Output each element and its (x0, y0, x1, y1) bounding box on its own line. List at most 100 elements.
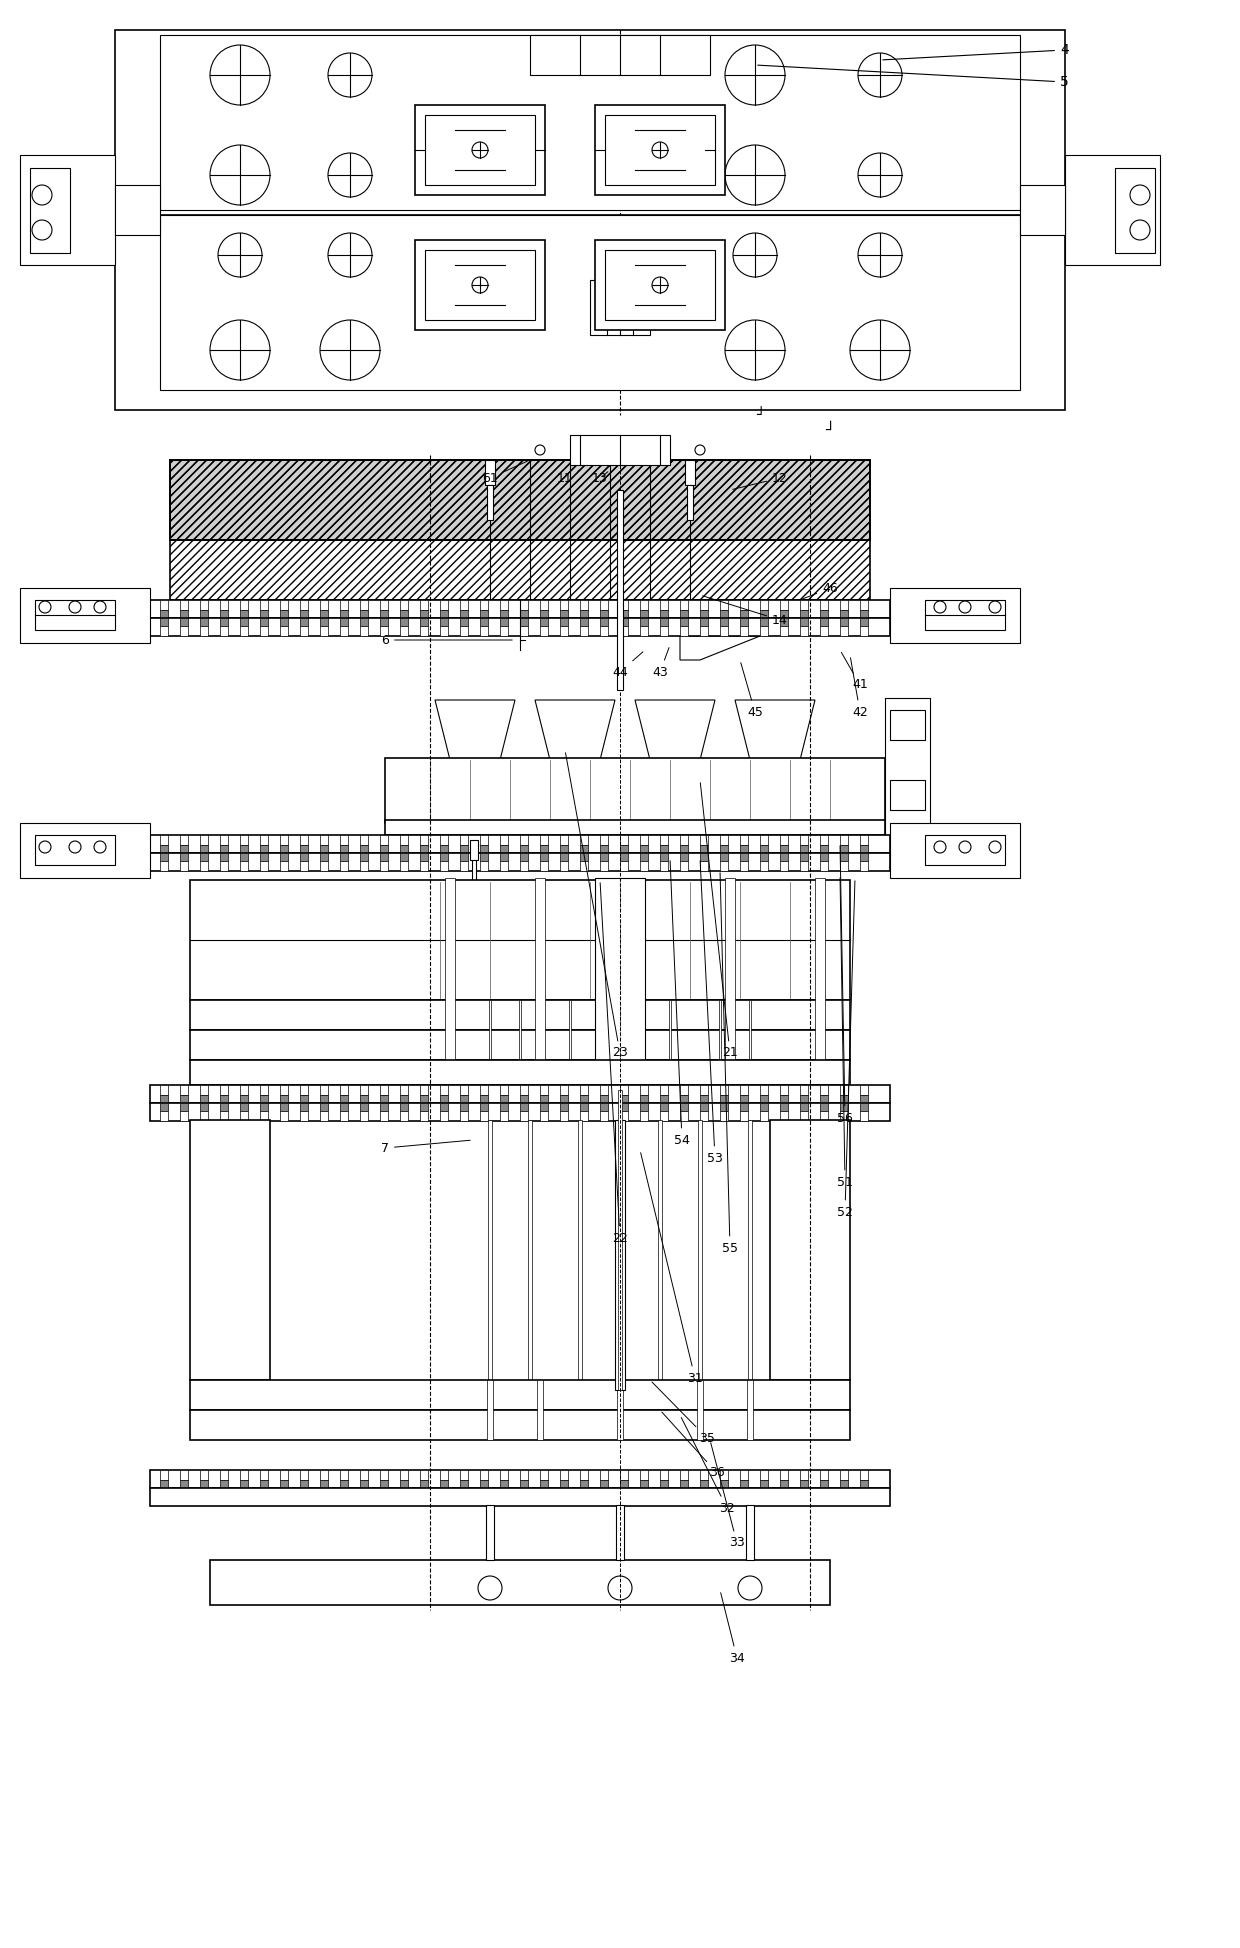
Bar (520, 1110, 528, 1120)
Bar (160, 610, 167, 618)
Bar (820, 625, 828, 635)
Bar (360, 861, 368, 871)
Bar (200, 861, 208, 871)
Bar (480, 625, 489, 635)
Bar (815, 879, 825, 1064)
Text: 42: 42 (851, 658, 868, 719)
Bar (820, 853, 828, 861)
Bar (260, 1110, 268, 1120)
Bar (570, 434, 670, 466)
Bar (701, 1095, 708, 1103)
Bar (720, 610, 728, 618)
Bar (219, 853, 228, 861)
Bar (800, 836, 808, 845)
Bar (280, 600, 288, 610)
Bar (440, 1110, 448, 1120)
Bar (580, 610, 588, 618)
Bar (219, 836, 228, 845)
Bar (740, 853, 748, 861)
Bar (800, 610, 808, 618)
Bar (539, 836, 548, 845)
Bar (150, 1103, 890, 1120)
Bar (600, 1110, 608, 1120)
Bar (820, 1110, 828, 1120)
Bar (300, 610, 308, 618)
Bar (780, 625, 787, 635)
Bar (720, 1480, 728, 1488)
Bar (360, 1085, 368, 1095)
Bar (170, 460, 870, 540)
Bar (280, 1095, 288, 1103)
Bar (260, 618, 268, 625)
Bar (620, 1480, 627, 1488)
Bar (780, 1471, 787, 1480)
Bar (150, 1085, 890, 1103)
Bar (340, 625, 348, 635)
Bar (384, 758, 885, 822)
Bar (170, 460, 870, 540)
Bar (500, 618, 508, 625)
Bar (560, 1085, 568, 1095)
Bar (600, 1480, 608, 1488)
Bar (680, 610, 688, 618)
Bar (489, 999, 491, 1079)
Bar (528, 1120, 532, 1379)
Bar (520, 999, 521, 1079)
Bar (780, 1110, 787, 1120)
Text: 4: 4 (883, 43, 1069, 60)
Bar (379, 600, 388, 610)
Bar (687, 485, 693, 520)
Bar (760, 1480, 768, 1488)
Bar (618, 1091, 622, 1391)
Bar (280, 625, 288, 635)
Bar (180, 625, 188, 635)
Bar (701, 600, 708, 610)
Bar (300, 845, 308, 853)
Bar (520, 625, 528, 635)
Bar (160, 1110, 167, 1120)
Bar (660, 1095, 668, 1103)
Bar (560, 1103, 568, 1110)
Bar (115, 185, 160, 236)
Bar (379, 610, 388, 618)
Bar (340, 1471, 348, 1480)
Bar (241, 861, 248, 871)
Bar (580, 1085, 588, 1095)
Bar (740, 625, 748, 635)
Bar (520, 600, 528, 610)
Bar (780, 610, 787, 618)
Bar (640, 1085, 649, 1095)
Text: 23: 23 (565, 752, 627, 1060)
Text: 34: 34 (720, 1593, 745, 1664)
Bar (560, 836, 568, 845)
Bar (200, 836, 208, 845)
Bar (440, 610, 448, 618)
Bar (379, 853, 388, 861)
Bar (480, 861, 489, 871)
Bar (861, 600, 868, 610)
Text: 7: 7 (381, 1140, 470, 1155)
Bar (160, 35, 1021, 210)
Bar (720, 1103, 728, 1110)
Bar (760, 853, 768, 861)
Bar (520, 1103, 528, 1110)
Bar (300, 1095, 308, 1103)
Bar (780, 845, 787, 853)
Bar (680, 853, 688, 861)
Bar (401, 861, 408, 871)
Bar (200, 853, 208, 861)
Bar (440, 618, 448, 625)
Bar (445, 879, 455, 1064)
Text: 61: 61 (482, 462, 527, 485)
Bar (701, 1471, 708, 1480)
Bar (401, 1480, 408, 1488)
Bar (379, 1085, 388, 1095)
Bar (219, 625, 228, 635)
Bar (420, 600, 428, 610)
Bar (470, 840, 477, 859)
Bar (640, 853, 649, 861)
Bar (680, 618, 688, 625)
Bar (241, 618, 248, 625)
Bar (701, 1103, 708, 1110)
Bar (839, 1480, 848, 1488)
